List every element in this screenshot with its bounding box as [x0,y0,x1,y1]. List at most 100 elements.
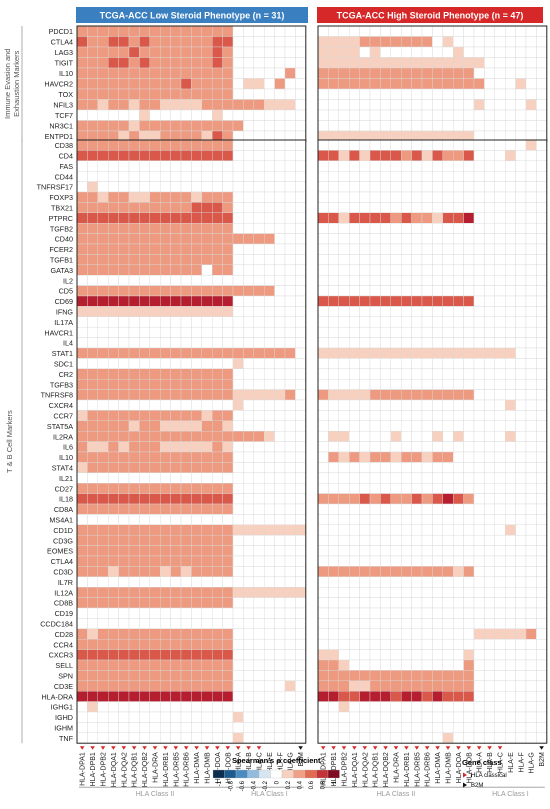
gene-class-title: Gene class [462,758,502,767]
heatmap-cell [107,649,119,661]
heatmap-cell [359,431,371,442]
heatmap-cell [76,36,88,48]
heatmap-cell [473,607,485,619]
heatmap-cell [369,618,381,630]
heatmap-cell [180,545,192,557]
heatmap-cell [328,347,339,359]
heatmap-cell [369,99,381,111]
heatmap-cell [442,25,454,37]
heatmap-cell [191,275,202,286]
heatmap-cell [473,67,485,79]
heatmap-cell [494,618,506,630]
heatmap-cell [295,514,306,526]
heatmap-cell [107,139,119,151]
heatmap-cell [274,670,286,682]
heatmap-cell [515,514,527,526]
heatmap-cell [536,46,548,58]
heatmap-cell [317,327,329,338]
heatmap-cell [159,670,171,682]
heatmap-cell [338,462,350,473]
heatmap-cell [515,670,527,682]
heatmap-cell [411,420,423,432]
heatmap-cell [317,628,329,640]
heatmap-cell [87,545,99,557]
heatmap-cell [453,639,464,650]
heatmap-cell [317,109,329,121]
column-label: HLA-DQB2 [383,752,390,787]
heatmap-cell [97,597,109,609]
heatmap-cell [191,410,202,421]
heatmap-cell [149,337,161,349]
heatmap-cell [473,170,485,182]
heatmap-cell [369,597,381,609]
heatmap-cell [284,618,296,630]
heatmap-cell [473,78,485,90]
row-label: CD1D [53,526,73,535]
heatmap-cell [484,566,495,578]
heatmap-cell [128,295,140,307]
heatmap-cell [442,691,454,702]
heatmap-cell [401,420,412,432]
heatmap-cell [201,680,213,692]
heatmap-cell [201,628,213,640]
heatmap-cell [274,368,286,380]
heatmap-cell [317,202,329,213]
heatmap-cell [338,711,350,723]
heatmap-cell [191,691,202,702]
heatmap-cell [473,389,485,401]
heatmap-cell [170,139,182,151]
heatmap-cell [264,597,275,609]
heatmap-cell [505,337,516,349]
heatmap-cell [349,597,360,609]
heatmap-cell [211,649,223,661]
heatmap-cell [525,691,537,702]
heatmap-cell [107,691,119,702]
heatmap-cell [128,36,140,48]
heatmap-cell [525,722,537,734]
heatmap-cell [349,389,360,401]
heatmap-cell [328,524,339,536]
heatmap-cell [536,358,548,369]
heatmap-cell [473,649,485,661]
heatmap-cell [442,379,454,390]
heatmap-cell [118,222,130,234]
heatmap-cell [139,576,150,588]
column-label: HLA-DPB2 [342,752,349,786]
heatmap-cell [442,120,454,132]
heatmap-cell [359,514,371,526]
heatmap-cell [505,67,516,79]
heatmap-cell [284,67,296,79]
heatmap-cell [76,347,88,359]
heatmap-cell [401,545,412,557]
heatmap-cell [76,711,88,723]
heatmap-cell [484,368,495,380]
heatmap-cell [139,639,150,650]
heatmap-cell [128,691,140,702]
heatmap-cell [505,254,516,265]
heatmap-cell [401,358,412,369]
heatmap-cell [222,337,234,349]
heatmap-cell [180,649,192,661]
column-label: HLA-DRB1 [404,752,411,787]
heatmap-cell [149,327,161,338]
heatmap-cell [118,327,130,338]
heatmap-cell [159,587,171,598]
heatmap-cell [180,46,192,58]
heatmap-cell [411,337,423,349]
heatmap-cell [264,67,275,79]
heatmap-cell [118,379,130,390]
heatmap-cell [222,493,234,505]
gene-class-marker [100,746,106,750]
heatmap-cell [87,337,99,349]
heatmap-cell [349,410,360,421]
heatmap-cell [191,680,202,692]
heatmap-cell [211,109,223,121]
heatmap-cell [411,316,423,328]
heatmap-cell [201,618,213,630]
heatmap-cell [128,285,140,297]
heatmap-cell [243,150,254,161]
heatmap-cell [515,524,527,536]
heatmap-cell [401,191,412,203]
heatmap-cell [264,120,275,132]
heatmap-cell [505,36,516,48]
